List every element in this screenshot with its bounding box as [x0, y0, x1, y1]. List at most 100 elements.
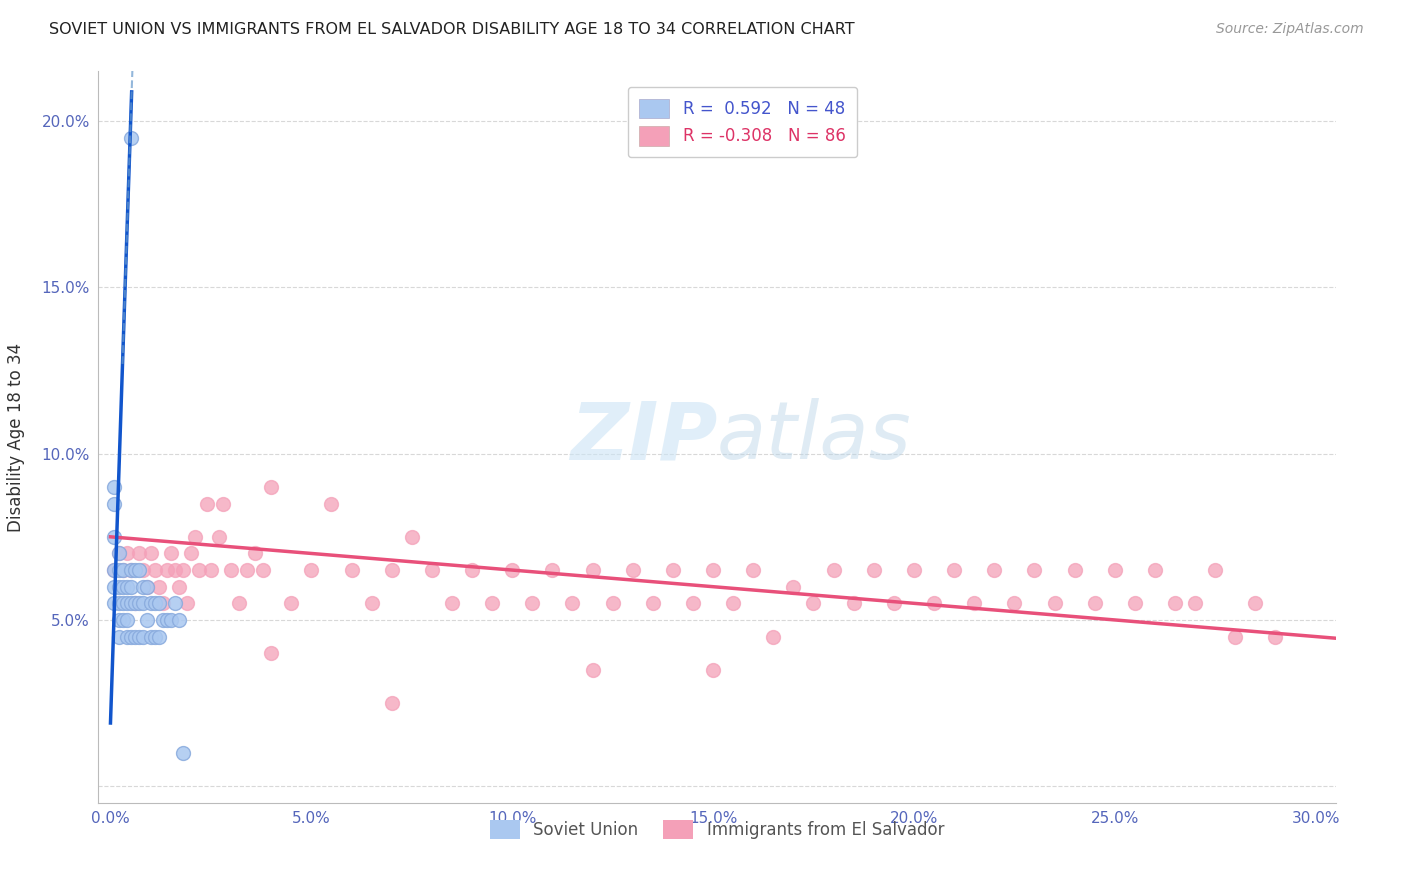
Point: [135, 613, 157, 627]
Point: [280, 596, 302, 610]
Point: [107, 563, 129, 577]
Point: [883, 596, 905, 610]
Point: [200, 563, 222, 577]
Point: [208, 530, 231, 544]
Text: Source: ZipAtlas.com: Source: ZipAtlas.com: [1216, 22, 1364, 37]
Point: [561, 596, 583, 610]
Point: [107, 613, 129, 627]
Point: [922, 596, 945, 610]
Point: [139, 630, 162, 644]
Point: [702, 563, 724, 577]
Point: [143, 563, 166, 577]
Point: [111, 580, 134, 594]
Point: [581, 563, 603, 577]
Point: [131, 563, 153, 577]
Point: [842, 596, 865, 610]
Point: [115, 613, 138, 627]
Point: [143, 630, 166, 644]
Point: [115, 546, 138, 560]
Point: [131, 580, 153, 594]
Point: [103, 497, 125, 511]
Point: [1123, 596, 1146, 610]
Point: [1143, 563, 1166, 577]
Point: [1264, 630, 1286, 644]
Point: [621, 563, 644, 577]
Point: [176, 596, 198, 610]
Point: [983, 563, 1005, 577]
Point: [1084, 596, 1107, 610]
Point: [702, 663, 724, 677]
Point: [195, 497, 218, 511]
Point: [135, 580, 157, 594]
Point: [862, 563, 884, 577]
Point: [252, 563, 274, 577]
Point: [1043, 596, 1066, 610]
Point: [120, 630, 142, 644]
Point: [440, 596, 463, 610]
Point: [124, 630, 146, 644]
Point: [103, 563, 125, 577]
Point: [721, 596, 744, 610]
Point: [107, 630, 129, 644]
Point: [167, 613, 190, 627]
Point: [163, 596, 186, 610]
Point: [143, 596, 166, 610]
Point: [501, 563, 523, 577]
Point: [184, 530, 207, 544]
Point: [1002, 596, 1025, 610]
Point: [148, 580, 170, 594]
Point: [1063, 563, 1085, 577]
Point: [156, 563, 179, 577]
Y-axis label: Disability Age 18 to 34: Disability Age 18 to 34: [7, 343, 25, 532]
Point: [111, 613, 134, 627]
Point: [111, 596, 134, 610]
Point: [103, 563, 125, 577]
Point: [340, 563, 363, 577]
Point: [742, 563, 765, 577]
Point: [120, 580, 142, 594]
Point: [128, 546, 150, 560]
Point: [163, 563, 186, 577]
Point: [139, 596, 162, 610]
Legend: Soviet Union, Immigrants from El Salvador: Soviet Union, Immigrants from El Salvado…: [484, 814, 950, 846]
Point: [481, 596, 503, 610]
Point: [128, 563, 150, 577]
Point: [1104, 563, 1126, 577]
Point: [1024, 563, 1046, 577]
Point: [128, 630, 150, 644]
Point: [107, 546, 129, 560]
Point: [321, 497, 343, 511]
Point: [187, 563, 209, 577]
Point: [180, 546, 202, 560]
Point: [1204, 563, 1226, 577]
Point: [461, 563, 484, 577]
Point: [128, 596, 150, 610]
Point: [172, 746, 194, 760]
Point: [120, 563, 142, 577]
Point: [115, 630, 138, 644]
Point: [581, 663, 603, 677]
Point: [662, 563, 685, 577]
Text: ZIP: ZIP: [569, 398, 717, 476]
Point: [115, 596, 138, 610]
Point: [124, 596, 146, 610]
Point: [260, 646, 283, 660]
Point: [903, 563, 925, 577]
Point: [159, 546, 181, 560]
Point: [148, 630, 170, 644]
Point: [1244, 596, 1267, 610]
Point: [107, 580, 129, 594]
Point: [360, 596, 382, 610]
Point: [381, 696, 404, 710]
Point: [943, 563, 966, 577]
Point: [1225, 630, 1247, 644]
Point: [762, 630, 785, 644]
Point: [401, 530, 423, 544]
Point: [120, 596, 142, 610]
Point: [381, 563, 404, 577]
Point: [131, 596, 153, 610]
Point: [1164, 596, 1187, 610]
Point: [541, 563, 564, 577]
Text: SOVIET UNION VS IMMIGRANTS FROM EL SALVADOR DISABILITY AGE 18 TO 34 CORRELATION : SOVIET UNION VS IMMIGRANTS FROM EL SALVA…: [49, 22, 855, 37]
Point: [115, 580, 138, 594]
